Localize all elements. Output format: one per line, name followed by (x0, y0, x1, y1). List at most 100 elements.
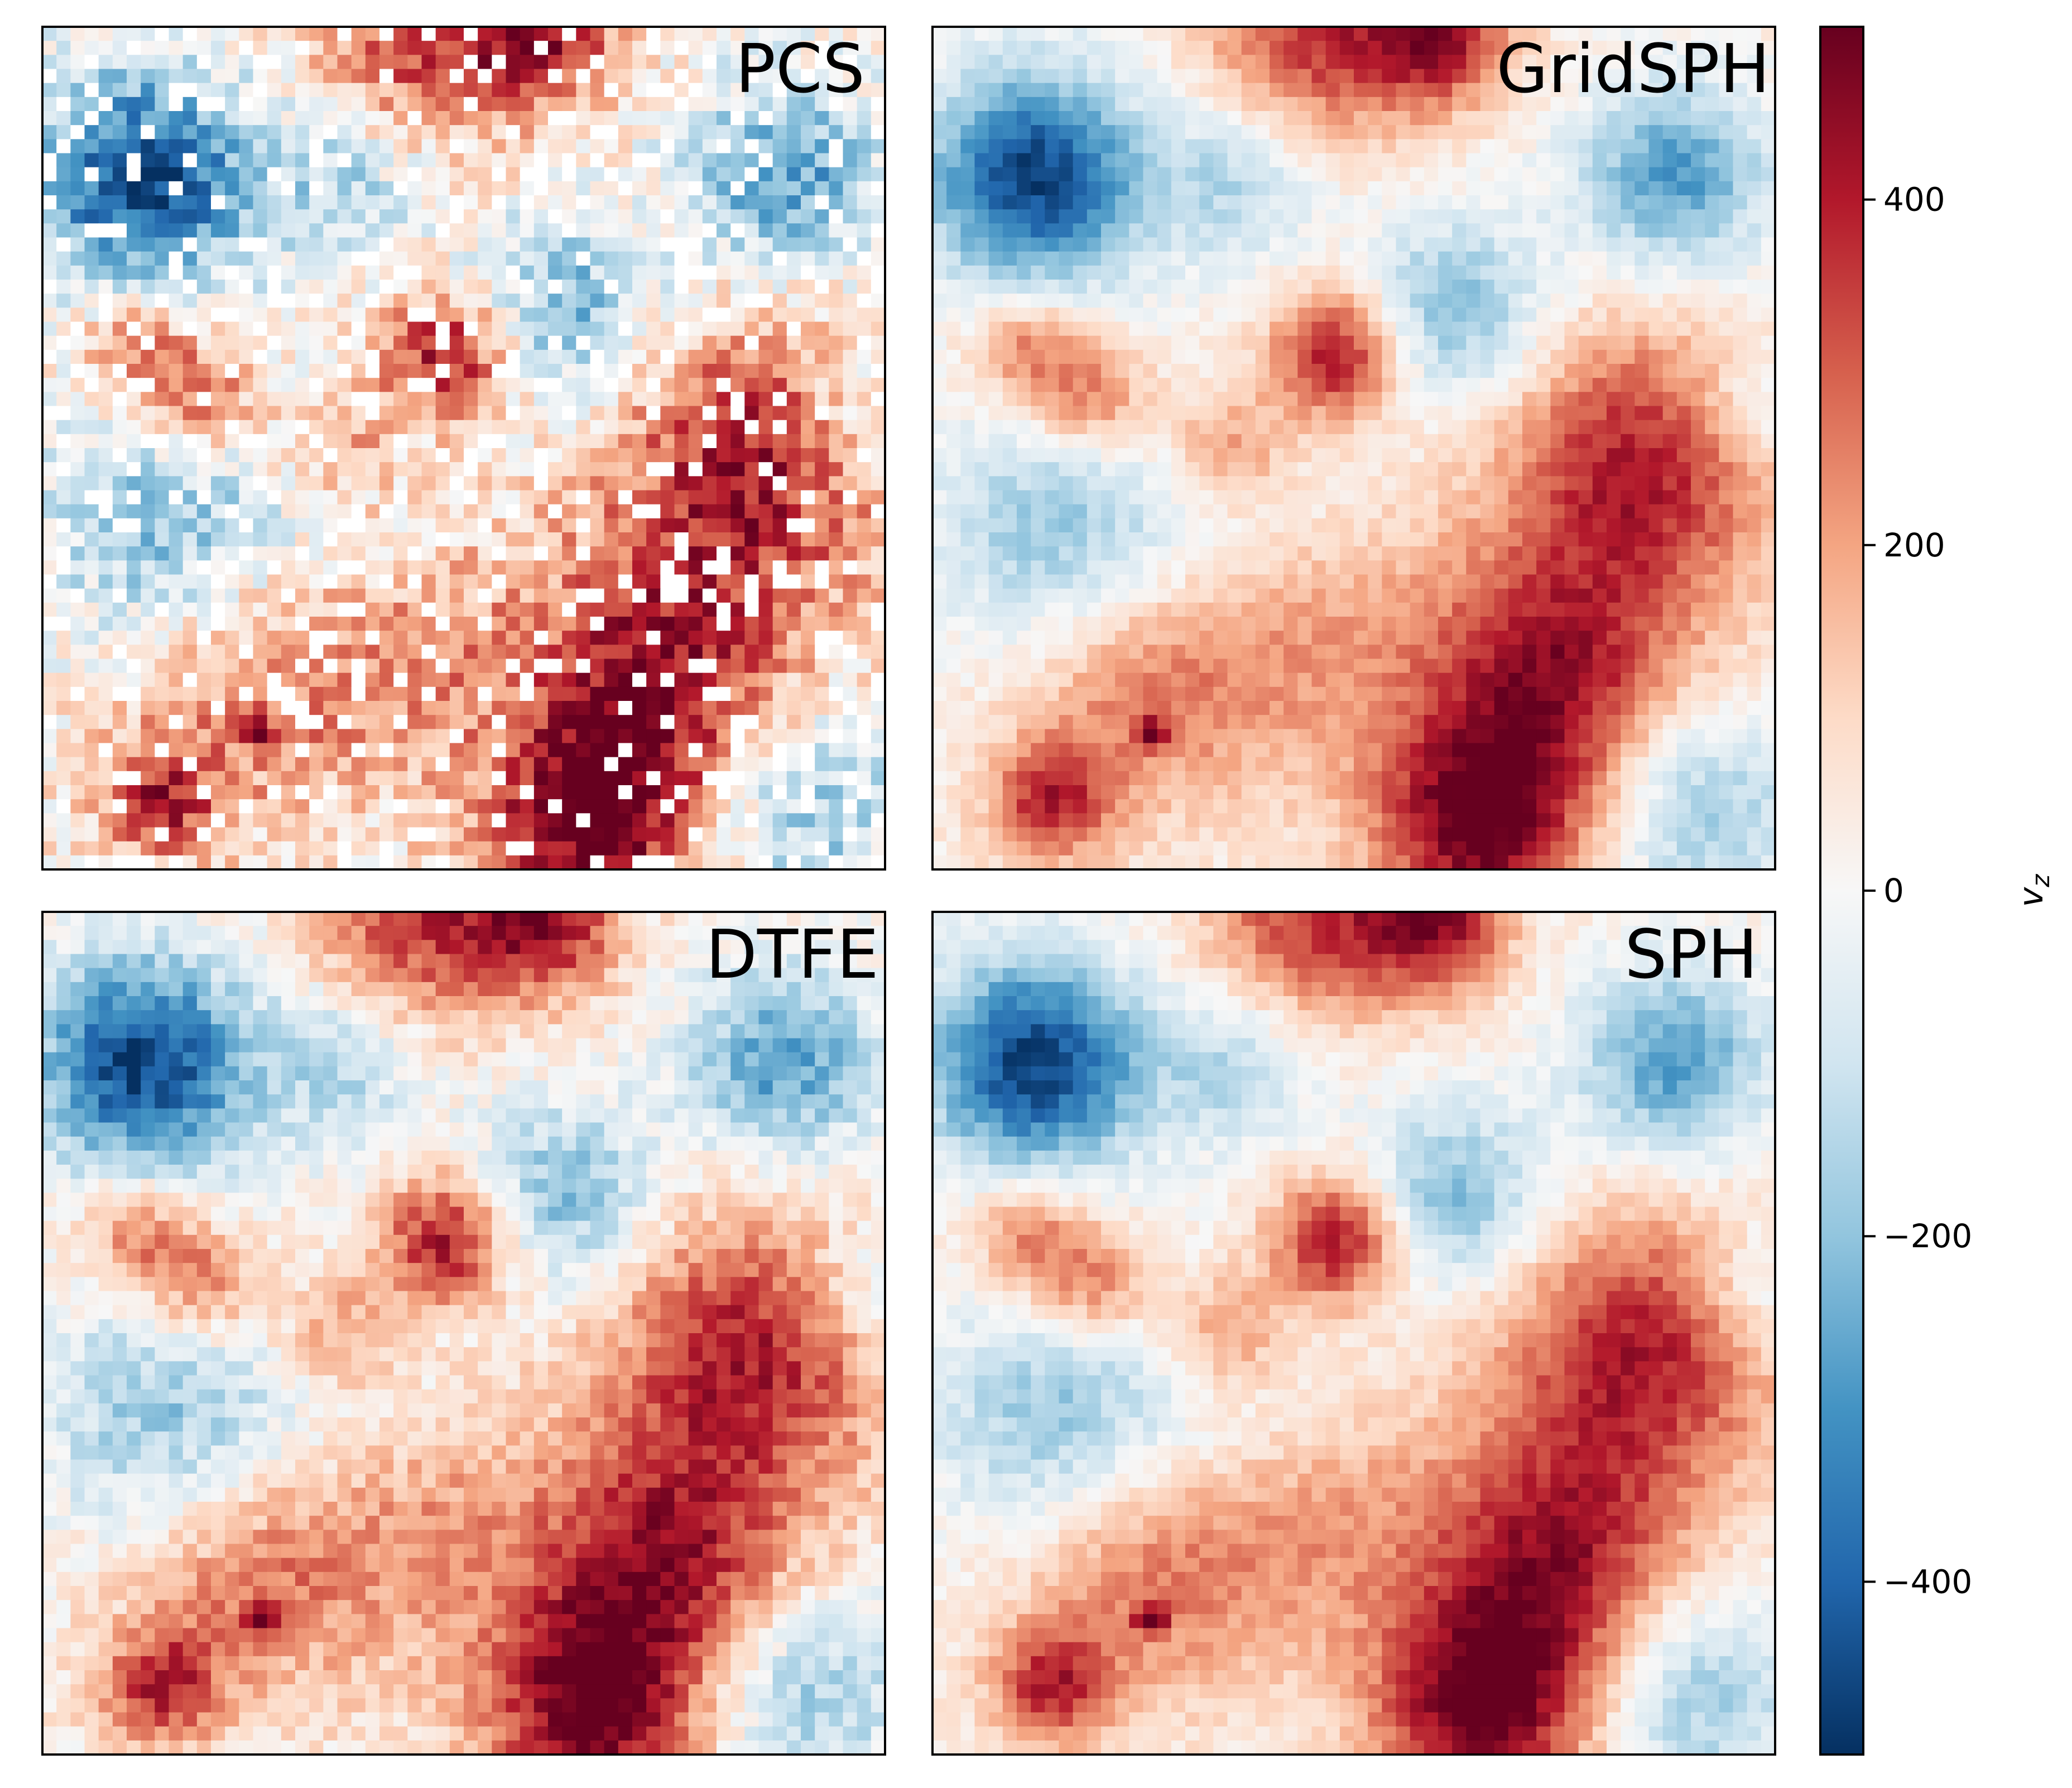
heatmap-cell-pcs (646, 321, 661, 337)
heatmap-cell-pcs (155, 392, 170, 407)
heatmap-cell-pcs (70, 406, 85, 421)
heatmap-cell-gridsph (1634, 139, 1650, 154)
heatmap-cell-pcs (407, 294, 422, 309)
heatmap-cell-pcs (225, 827, 240, 842)
heatmap-cell-pcs (492, 392, 507, 407)
heatmap-cell-gridsph (1031, 237, 1046, 252)
heatmap-cell-gridsph (1466, 280, 1481, 295)
heatmap-cell-gridsph (1213, 223, 1228, 238)
heatmap-cell-gridsph (1171, 265, 1186, 280)
heatmap-cell-pcs (520, 41, 535, 56)
heatmap-cell-gridsph (1129, 237, 1144, 252)
heatmap-cell-pcs (717, 855, 732, 869)
heatmap-cell-pcs (155, 280, 170, 295)
heatmap-cell-pcs (464, 602, 479, 617)
heatmap-cell-gridsph (1143, 209, 1158, 224)
heatmap-cell-gridsph (960, 69, 975, 84)
heatmap-cell-pcs (84, 574, 99, 589)
heatmap-cell-pcs (449, 406, 464, 421)
heatmap-cell-pcs (590, 223, 605, 238)
heatmap-cell-pcs (337, 280, 352, 295)
heatmap-cell-gridsph (1087, 167, 1102, 182)
heatmap-cell-pcs (56, 546, 71, 561)
heatmap-cell-pcs (351, 27, 366, 42)
heatmap-cell-pcs (435, 574, 450, 589)
heatmap-cell-pcs (421, 83, 436, 98)
heatmap-cell-gridsph (1466, 321, 1481, 337)
heatmap-cell-pcs (407, 223, 422, 238)
heatmap-cell-pcs (576, 855, 591, 869)
heatmap-cell-pcs (56, 27, 71, 42)
heatmap-cell-gridsph (1634, 280, 1650, 295)
heatmap-cell-pcs (562, 265, 577, 280)
heatmap-cell-pcs (604, 335, 619, 350)
heatmap-cell-pcs (660, 97, 675, 112)
heatmap-cell-pcs (365, 518, 380, 533)
heatmap-cell-gridsph (960, 125, 975, 140)
heatmap-cell-pcs (196, 307, 211, 323)
heatmap-cell-gridsph (1087, 97, 1102, 112)
heatmap-cell-pcs (674, 139, 689, 154)
heatmap-cell-pcs (407, 378, 422, 393)
heatmap-cell-pcs (506, 841, 521, 856)
heatmap-cell-gridsph (1087, 139, 1102, 154)
heatmap-cell-gridsph (1719, 69, 1734, 84)
heatmap-cell-gridsph (1171, 294, 1186, 309)
heatmap-cell-gridsph (1564, 251, 1579, 266)
heatmap-cell-pcs (449, 181, 464, 196)
heatmap-cell-pcs (225, 265, 240, 280)
heatmap-cell-pcs (815, 153, 830, 168)
heatmap-cell-pcs (618, 406, 633, 421)
heatmap-cell-pcs (98, 827, 113, 842)
heatmap-cell-pcs (660, 490, 675, 505)
heatmap-cell-pcs (702, 251, 717, 266)
heatmap-cell-pcs (674, 41, 689, 56)
heatmap-cell-gridsph (1045, 251, 1060, 266)
heatmap-cell-gridsph (1129, 111, 1144, 126)
heatmap-cell-gridsph (1761, 251, 1775, 266)
heatmap-cell-pcs (351, 167, 366, 182)
heatmap-cell-pcs (829, 69, 844, 84)
heatmap-cell-pcs (520, 574, 535, 589)
heatmap-cell-pcs (674, 686, 689, 701)
heatmap-cell-pcs (492, 757, 507, 772)
heatmap-cell-gridsph (1073, 335, 1088, 350)
heatmap-cell-pcs (674, 181, 689, 196)
heatmap-cell-pcs (604, 757, 619, 772)
heatmap-cell-pcs (604, 588, 619, 603)
heatmap-cell-pcs (196, 83, 211, 98)
heatmap-cell-pcs (295, 855, 310, 869)
heatmap-cell-pcs (42, 223, 57, 238)
heatmap-cell-gridsph (946, 223, 962, 238)
heatmap-cell-pcs (239, 265, 254, 280)
heatmap-cell-pcs (674, 813, 689, 828)
heatmap-cell-gridsph (1592, 321, 1607, 337)
heatmap-cell-pcs (562, 757, 577, 772)
heatmap-cell-gridsph (1396, 321, 1411, 337)
heatmap-cell-pcs (309, 532, 324, 547)
heatmap-cell-pcs (744, 265, 759, 280)
heatmap-cell-pcs (407, 69, 422, 84)
heatmap-cell-gridsph (1676, 83, 1691, 98)
heatmap-cell-gridsph (1480, 97, 1495, 112)
heatmap-cell-pcs (323, 237, 338, 252)
heatmap-cell-gridsph (1283, 335, 1299, 350)
heatmap-cell-pcs (407, 855, 422, 869)
heatmap-cell-pcs (562, 617, 577, 632)
heatmap-cell-pcs (211, 223, 226, 238)
heatmap-cell-gridsph (1199, 237, 1214, 252)
heatmap-cell-pcs (351, 490, 366, 505)
heatmap-cell-gridsph (1466, 153, 1481, 168)
heatmap-cell-gridsph (1157, 83, 1172, 98)
heatmap-cell-pcs (843, 406, 858, 421)
heatmap-cell-pcs (393, 743, 408, 758)
heatmap-cell-gridsph (1227, 237, 1242, 252)
heatmap-cell-gridsph (1382, 335, 1397, 350)
heatmap-cell-gridsph (1002, 321, 1017, 337)
heatmap-cell-pcs (393, 280, 408, 295)
heatmap-cell-pcs (239, 55, 254, 70)
heatmap-cell-pcs (717, 813, 732, 828)
heatmap-cell-pcs (309, 785, 324, 800)
heatmap-cell-pcs (815, 771, 830, 786)
heatmap-cell-pcs (520, 195, 535, 210)
